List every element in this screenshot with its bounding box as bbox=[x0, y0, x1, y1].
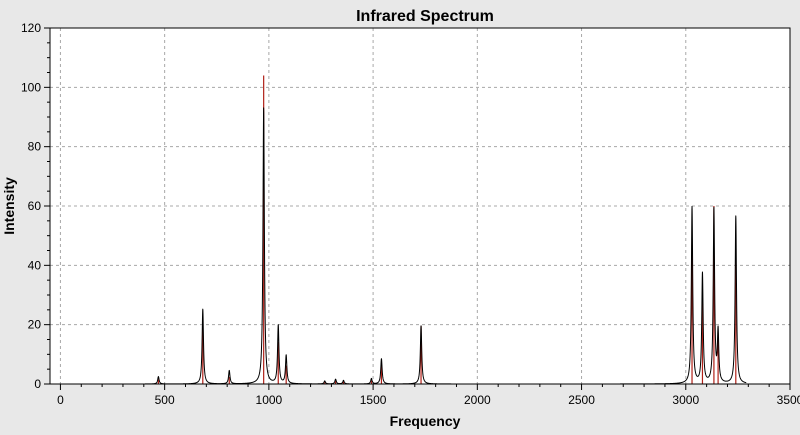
y-tick-label: 120 bbox=[21, 21, 41, 35]
x-tick-label: 2000 bbox=[464, 393, 491, 407]
chart-title: Infrared Spectrum bbox=[356, 8, 494, 25]
x-axis-label: Frequency bbox=[390, 413, 461, 429]
x-tick-label: 0 bbox=[57, 393, 64, 407]
y-tick-label: 60 bbox=[28, 199, 42, 213]
x-tick-label: 3000 bbox=[672, 393, 699, 407]
y-tick-label: 40 bbox=[28, 258, 42, 272]
y-tick-label: 80 bbox=[28, 140, 42, 154]
x-tick-label: 500 bbox=[155, 393, 175, 407]
y-tick-label: 0 bbox=[34, 377, 41, 391]
grid-lines bbox=[50, 28, 790, 384]
y-tick-label: 20 bbox=[28, 318, 42, 332]
y-tick-label: 100 bbox=[21, 80, 41, 94]
plot-frame bbox=[49, 27, 791, 385]
x-tick-label: 2500 bbox=[568, 393, 595, 407]
x-tick-label: 1500 bbox=[360, 393, 387, 407]
plot-area bbox=[50, 28, 790, 384]
y-axis-label: Intensity bbox=[1, 177, 17, 235]
x-tick-label: 1000 bbox=[256, 393, 283, 407]
